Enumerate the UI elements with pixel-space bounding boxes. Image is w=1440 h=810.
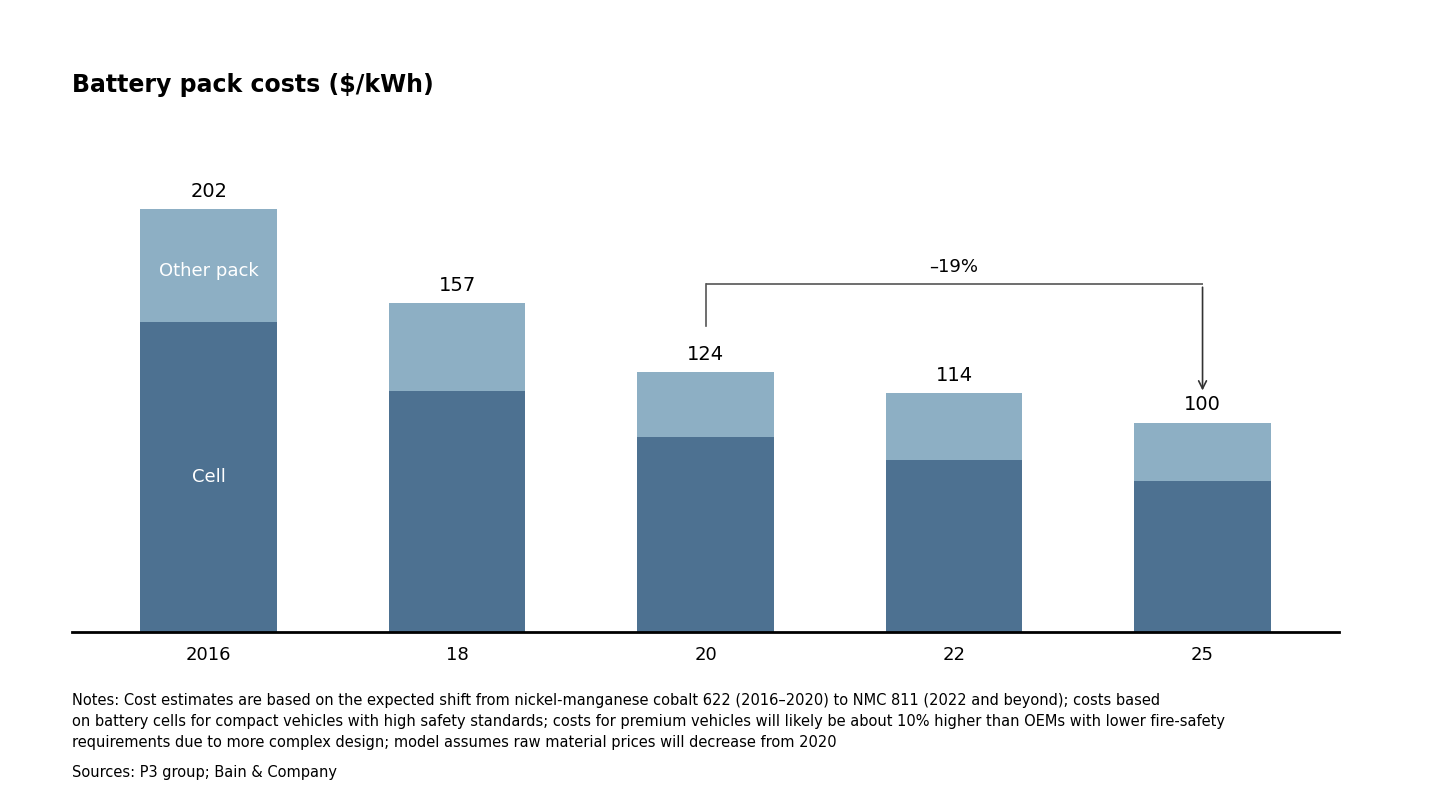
- Bar: [886, 394, 1022, 460]
- Bar: [389, 391, 526, 632]
- Bar: [1135, 481, 1272, 632]
- Bar: [389, 303, 526, 391]
- Bar: [140, 322, 276, 632]
- Text: Cell: Cell: [192, 468, 226, 486]
- Bar: [1135, 423, 1272, 481]
- Bar: [638, 373, 773, 437]
- Text: Notes: Cost estimates are based on the expected shift from nickel-manganese coba: Notes: Cost estimates are based on the e…: [72, 693, 1225, 749]
- Text: 100: 100: [1184, 395, 1221, 414]
- Bar: [140, 209, 276, 322]
- Text: 114: 114: [936, 366, 972, 385]
- Bar: [638, 437, 773, 632]
- Bar: [886, 460, 1022, 632]
- Text: Battery pack costs ($/kWh): Battery pack costs ($/kWh): [72, 73, 433, 97]
- Text: Other pack: Other pack: [158, 262, 259, 280]
- Text: 157: 157: [439, 276, 475, 295]
- Text: Sources: P3 group; Bain & Company: Sources: P3 group; Bain & Company: [72, 765, 337, 781]
- Text: 124: 124: [687, 345, 724, 364]
- Text: –19%: –19%: [930, 258, 979, 276]
- Text: 202: 202: [190, 181, 228, 201]
